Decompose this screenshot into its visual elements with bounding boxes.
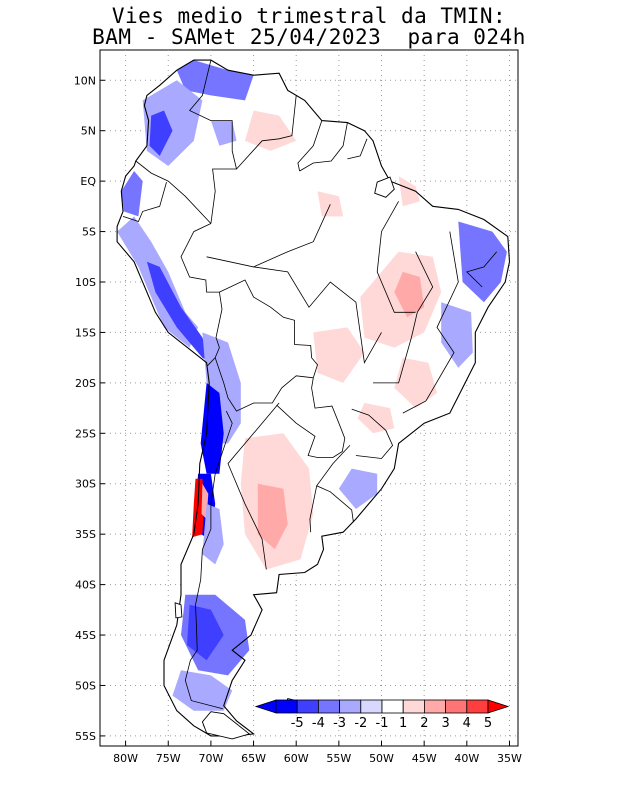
anomaly-patch-andes-south-cool xyxy=(202,503,224,565)
island-tierra-del-fuego xyxy=(201,711,251,740)
anomaly-patch-argentina-warm-core xyxy=(257,483,288,550)
colorbar-label: -1 xyxy=(376,716,389,731)
colorbar-label: 1 xyxy=(399,716,407,731)
country-border xyxy=(184,410,233,710)
country-border xyxy=(253,266,382,364)
anomaly-patch-colombia-strong xyxy=(149,110,173,156)
colorbar-box xyxy=(445,699,468,714)
colorbar-label: -4 xyxy=(312,716,325,731)
colorbar-box xyxy=(423,699,446,714)
coastline xyxy=(116,59,511,737)
anomaly-patch-south-brazil-cool xyxy=(338,468,378,509)
anomaly-patch-patagonia-south-light xyxy=(172,670,233,711)
colorbar-box xyxy=(360,699,383,714)
country-border xyxy=(276,377,346,458)
country-border xyxy=(347,138,368,160)
anomaly-patch-mato-grosso-warm xyxy=(313,327,365,383)
colorbar-box xyxy=(466,699,489,714)
anomaly-patch-guiana-warm xyxy=(245,110,297,151)
lon-tick-label: 55W xyxy=(326,752,351,765)
country-border xyxy=(227,402,280,570)
colorbar-label: 2 xyxy=(420,716,428,731)
colorbar: -5 -4 -3 -2 -1 1 2 3 4 5 xyxy=(254,699,510,731)
country-border xyxy=(219,279,318,378)
anomaly-patch-ecuador-cool xyxy=(121,171,143,217)
axis-ticks: 10N 5N EQ 5S 10S 15S 20S 25S 30S 35S 40S 45S 50S 55S 8… xyxy=(74,74,522,765)
anomaly-patch-minas-warm xyxy=(394,357,437,409)
colorbar-box xyxy=(275,699,298,714)
colorbar-high-arrow xyxy=(487,699,510,714)
colorbar-label: -3 xyxy=(333,716,346,731)
map-title-line2: BAM - SAMet 25/04/2023 para 024h xyxy=(92,25,526,49)
lat-tick-label: 10N xyxy=(74,74,96,87)
lat-tick-label: 5N xyxy=(81,125,96,138)
lon-tick-label: 70W xyxy=(198,752,223,765)
anomaly-patch-caribbean-cool xyxy=(176,60,254,101)
lat-tick-label: 35S xyxy=(75,528,96,541)
anomaly-patch-atacama-strong xyxy=(200,382,224,474)
country-border xyxy=(180,223,220,293)
anomaly-patch-amazon-warm-2 xyxy=(317,191,344,217)
country-border xyxy=(309,485,318,533)
lat-tick-label: 50S xyxy=(75,679,96,692)
map-title-line1: Vies medio trimestral da TMIN: xyxy=(111,4,507,28)
country-border xyxy=(236,95,297,170)
anomaly-patch-bahia-cool xyxy=(441,302,473,368)
lat-tick-label: 45S xyxy=(75,629,96,642)
anomaly-patch-peru-andes-strong xyxy=(146,261,211,363)
country-border xyxy=(299,122,348,172)
country-border xyxy=(351,408,394,459)
anomaly-patch-sao-paulo-warm xyxy=(357,403,395,434)
lat-tick-label: 5S xyxy=(82,226,96,239)
lon-tick-label: 35W xyxy=(497,752,522,765)
anomaly-patch-nordeste-cool xyxy=(458,221,507,303)
lat-tick-label: 30S xyxy=(75,478,96,491)
colorbar-box xyxy=(296,699,319,714)
anomaly-patch-amazon-warm-1 xyxy=(398,176,420,207)
country-border xyxy=(214,357,314,412)
lon-tick-label: 40W xyxy=(454,752,479,765)
lat-tick-label: EQ xyxy=(80,175,96,188)
island-chiloe xyxy=(174,602,183,619)
colorbar-label: 5 xyxy=(484,716,492,731)
anomaly-patch-brazil-central-core xyxy=(394,271,425,318)
colorbar-box xyxy=(317,699,340,714)
colorbar-label: 3 xyxy=(441,716,449,731)
island-marajo xyxy=(374,176,395,198)
country-border xyxy=(135,160,212,224)
lon-tick-label: 80W xyxy=(113,752,138,765)
lat-tick-label: 20S xyxy=(75,377,96,390)
country-border xyxy=(207,292,223,366)
lon-tick-label: 45W xyxy=(412,752,437,765)
lat-tick-label: 15S xyxy=(75,326,96,339)
colorbar-box xyxy=(381,699,404,714)
anomaly-layer xyxy=(117,60,507,736)
lon-tick-label: 60W xyxy=(284,752,309,765)
colorbar-label: -5 xyxy=(291,716,304,731)
anomaly-patch-venezuela-cool-sw xyxy=(210,120,237,146)
lat-tick-label: 40S xyxy=(75,579,96,592)
country-border xyxy=(402,231,459,414)
colorbar-label: -2 xyxy=(354,716,367,731)
country-border xyxy=(373,251,434,384)
country-border xyxy=(466,251,498,288)
country-border xyxy=(188,60,238,224)
colorbar-box xyxy=(402,699,425,714)
lon-tick-label: 65W xyxy=(241,752,266,765)
country-border xyxy=(297,120,323,172)
colorbar-box xyxy=(339,699,362,714)
lat-tick-label: 10S xyxy=(75,276,96,289)
country-border xyxy=(316,445,354,523)
country-border xyxy=(376,201,416,313)
lon-tick-label: 50W xyxy=(369,752,394,765)
country-border xyxy=(206,204,331,268)
colorbar-label: 4 xyxy=(463,716,471,731)
lon-tick-label: 75W xyxy=(156,752,181,765)
lat-tick-label: 25S xyxy=(75,427,96,440)
lat-tick-label: 55S xyxy=(75,730,96,743)
country-border xyxy=(122,181,167,222)
country-borders xyxy=(122,60,498,710)
